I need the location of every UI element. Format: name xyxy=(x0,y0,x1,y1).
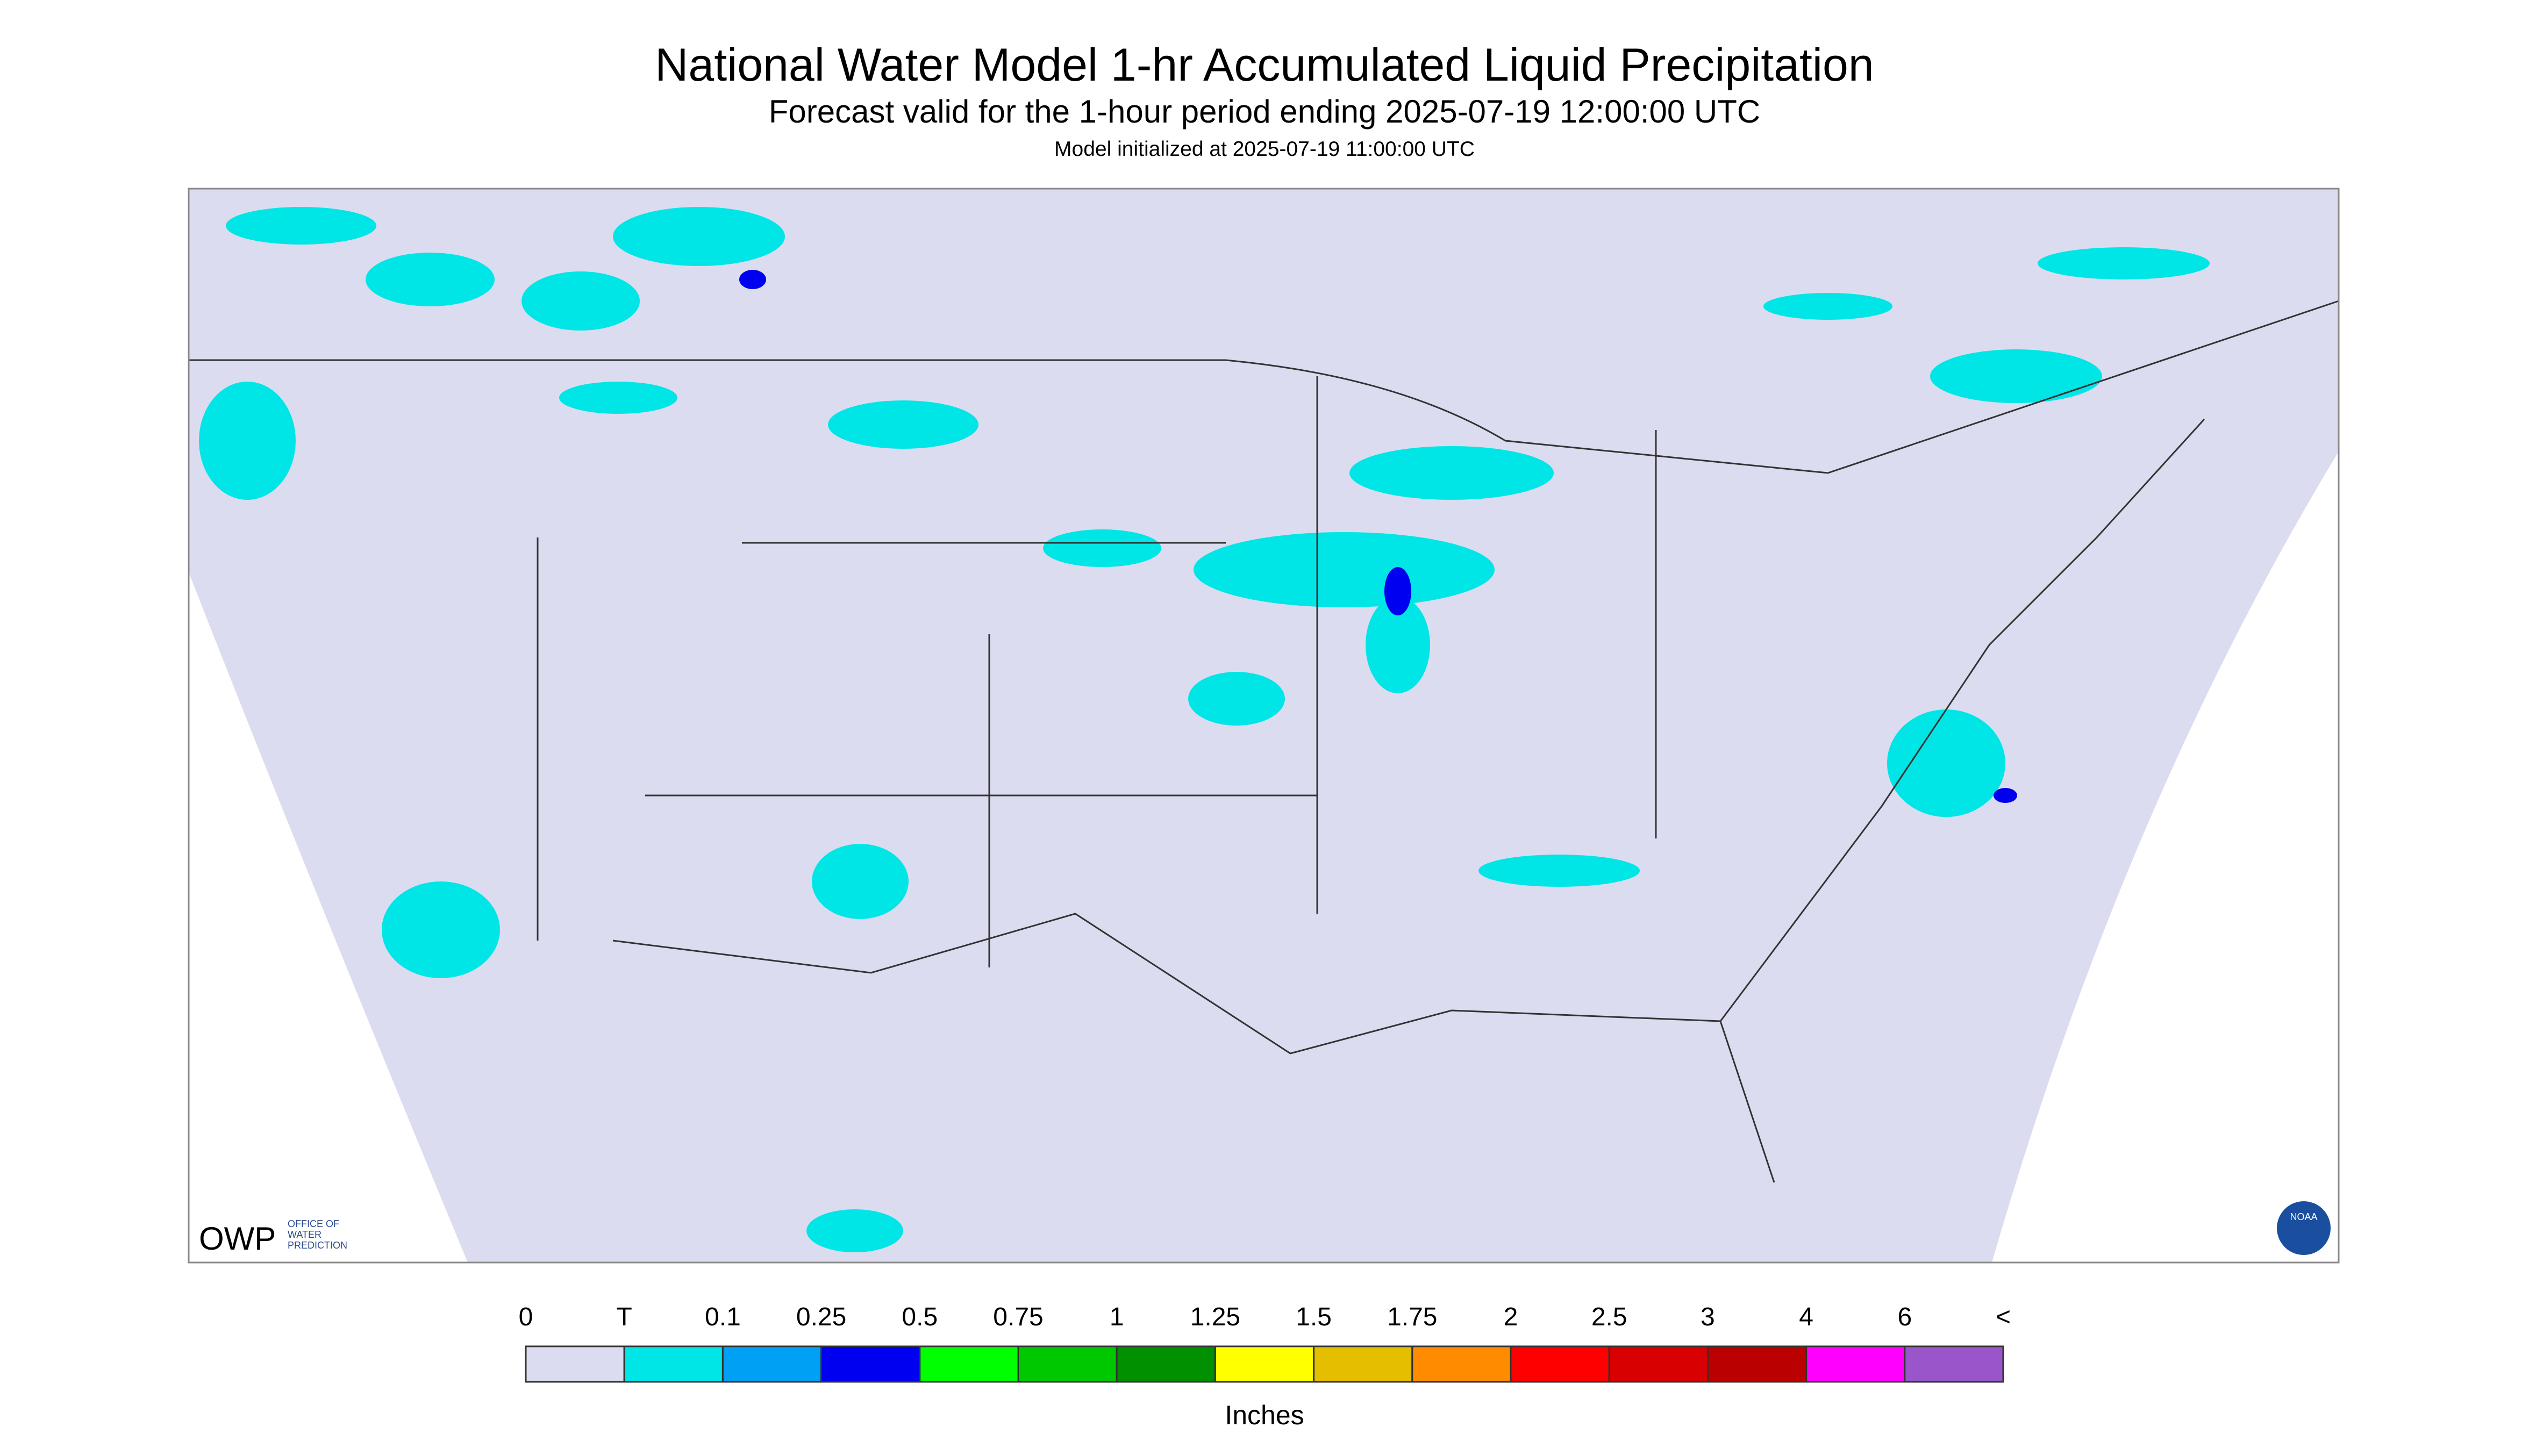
precip-core xyxy=(739,270,766,289)
legend-label: 4 xyxy=(1799,1303,1813,1331)
boundaries xyxy=(189,300,2339,1183)
legend-label: 1.25 xyxy=(1190,1303,1240,1331)
legend-swatch xyxy=(1017,1345,1118,1383)
init-time: Model initialized at 2025-07-19 11:00:00… xyxy=(1054,138,1475,161)
legend-swatch xyxy=(1608,1345,1709,1383)
precip-area xyxy=(1194,532,1495,607)
precip-area xyxy=(1366,597,1430,693)
legend-swatch xyxy=(1313,1345,1413,1383)
heavy-precip xyxy=(739,270,2017,803)
owp-logo-line: PREDICTION xyxy=(288,1240,347,1251)
legend-label: T xyxy=(617,1303,632,1331)
precip-areas xyxy=(199,207,2210,1252)
title: National Water Model 1-hr Accumulated Li… xyxy=(655,39,1874,91)
precip-area xyxy=(1930,349,2102,403)
map-frame xyxy=(188,188,2340,1264)
legend-swatch xyxy=(820,1345,921,1383)
precip-area xyxy=(2038,247,2210,279)
precip-area xyxy=(366,253,495,306)
precip-area xyxy=(812,844,909,919)
legend-label: < xyxy=(1996,1303,2011,1331)
legend-label: 3 xyxy=(1701,1303,1715,1331)
precip-area xyxy=(382,881,500,978)
owp-logo-line: WATER xyxy=(288,1229,322,1240)
legend-label: 1.75 xyxy=(1387,1303,1437,1331)
precip-area xyxy=(1763,293,1892,320)
legend-label: 2 xyxy=(1504,1303,1518,1331)
legend-label: 6 xyxy=(1897,1303,1912,1331)
precip-area xyxy=(1887,709,2005,817)
legend-label: 2.5 xyxy=(1591,1303,1627,1331)
legend-swatch xyxy=(919,1345,1019,1383)
legend-swatch xyxy=(1805,1345,1906,1383)
coast-line xyxy=(1719,418,2205,1022)
precip-core xyxy=(1384,567,1411,615)
legend-swatch xyxy=(1411,1345,1512,1383)
state-line xyxy=(537,376,1657,967)
precip-area xyxy=(559,382,677,414)
border-line xyxy=(189,300,2339,474)
legend-swatch xyxy=(1116,1345,1216,1383)
legend-label: 1.5 xyxy=(1296,1303,1332,1331)
precip-area xyxy=(1043,529,1161,567)
model-domain xyxy=(189,189,2339,1263)
precip-area xyxy=(226,207,376,245)
legend-swatch xyxy=(1510,1345,1610,1383)
legend-swatch xyxy=(1904,1345,2004,1383)
legend-swatch xyxy=(525,1345,625,1383)
owp-logo: OWP xyxy=(199,1221,276,1257)
precip-area xyxy=(1188,672,1285,726)
legend-swatch xyxy=(721,1345,823,1383)
legend-unit: Inches xyxy=(1225,1400,1304,1430)
legend-swatch xyxy=(623,1345,724,1383)
legend: 0 T 0.1 0.25 0.5 0.75 1 1.25 1.5 1.75 2 2.5 3 4 6 < xyxy=(519,1303,2011,1383)
precip-area xyxy=(806,1209,903,1252)
precip-area xyxy=(1349,446,1554,500)
legend-label: 0.1 xyxy=(705,1303,741,1331)
legend-label: 0.5 xyxy=(902,1303,938,1331)
legend-label: 0.75 xyxy=(993,1303,1043,1331)
legend-label: 1 xyxy=(1110,1303,1124,1331)
legend-label: 0.25 xyxy=(796,1303,846,1331)
precip-area xyxy=(828,400,978,449)
precip-core xyxy=(1994,788,2017,803)
precip-area xyxy=(613,207,785,266)
precip-area xyxy=(1478,855,1640,887)
legend-swatch xyxy=(1706,1345,1808,1383)
subtitle: Forecast valid for the 1-hour period end… xyxy=(769,94,1760,130)
owp-logo-line: OFFICE OF xyxy=(288,1218,339,1229)
legend-swatch xyxy=(1214,1345,1315,1383)
noaa-logo-text: NOAA xyxy=(2290,1211,2317,1222)
precip-area xyxy=(521,271,640,331)
precip-area xyxy=(199,382,296,500)
noaa-logo xyxy=(2277,1201,2331,1255)
legend-label: 0 xyxy=(519,1303,533,1331)
